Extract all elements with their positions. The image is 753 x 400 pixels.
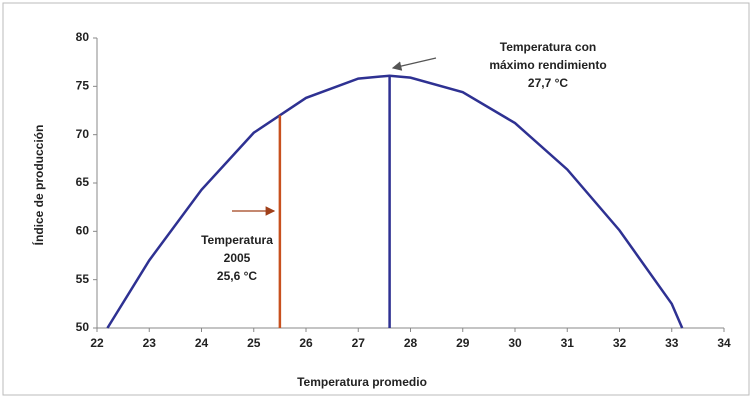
y-tick-label: 75 [76,79,90,93]
x-tick-label: 27 [352,336,366,350]
y-tick-label: 70 [76,127,90,141]
y-tick-label: 80 [76,30,90,44]
x-tick-label: 25 [247,336,261,350]
annotation: Temperatura [201,233,273,247]
y-tick-label: 55 [76,272,90,286]
x-tick-label: 29 [456,336,470,350]
annotation: 25,6 °C [217,269,257,283]
x-tick-label: 32 [613,336,627,350]
annotation: Temperatura con [500,40,596,54]
chart-frame [2,2,750,396]
y-tick-label: 65 [76,175,90,189]
x-tick-label: 22 [90,336,104,350]
y-tick-label: 50 [76,320,90,334]
x-tick-label: 33 [665,336,679,350]
y-tick-label: 60 [76,224,90,238]
x-tick-label: 30 [508,336,522,350]
x-tick-label: 26 [299,336,313,350]
x-tick-label: 28 [404,336,418,350]
x-tick-label: 34 [717,336,731,350]
x-tick-label: 24 [195,336,209,350]
annotation: 2005 [224,251,251,265]
arrow [391,57,437,71]
x-axis-title: Temperatura promedio [297,375,427,389]
x-tick-label: 31 [561,336,575,350]
x-tick-label: 23 [143,336,157,350]
annotation: 27,7 °C [528,76,568,90]
y-axis-title: Índice de producción [31,125,46,246]
annotation: máximo rendimiento [489,58,606,72]
